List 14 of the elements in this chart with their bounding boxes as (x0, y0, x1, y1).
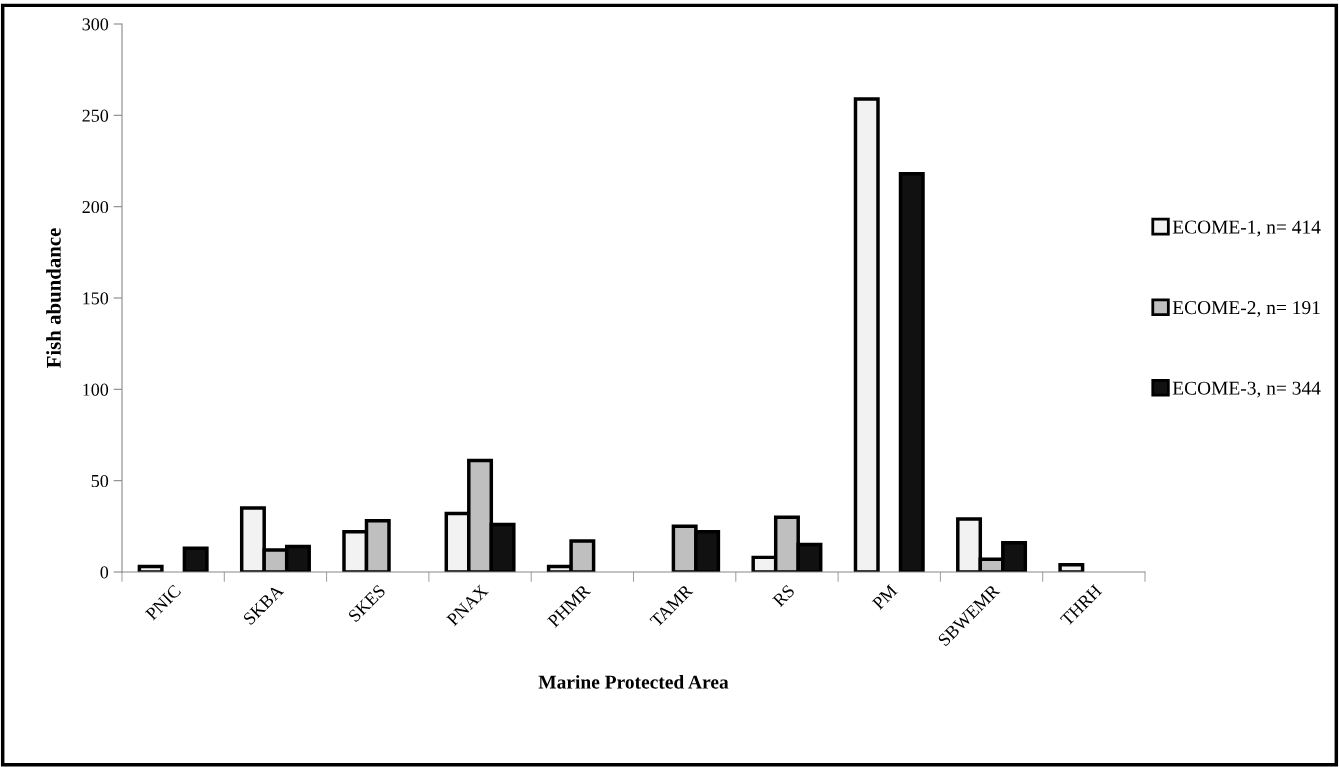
y-tick-label: 50 (91, 474, 109, 488)
y-tick-label: 200 (82, 200, 109, 214)
y-tick-label: 150 (83, 292, 109, 305)
legend-label: ECOME-1, n= 414 (1172, 220, 1321, 237)
y-tick-label: 100 (83, 383, 109, 396)
y-tick-label: 250 (82, 109, 109, 122)
x-axis-title: Marine Protected Area (538, 675, 729, 689)
y-tick-label: 300 (82, 18, 109, 31)
y-axis-title: Fish abundance (46, 228, 61, 368)
x-tick-label: RS (772, 584, 796, 608)
y-tick-label: 0 (100, 566, 109, 579)
legend-label: ECOME-3, n= 344 (1172, 381, 1321, 398)
x-tick-label: PM (871, 583, 898, 611)
legend-label: ECOME-2, n= 191 (1172, 301, 1320, 317)
